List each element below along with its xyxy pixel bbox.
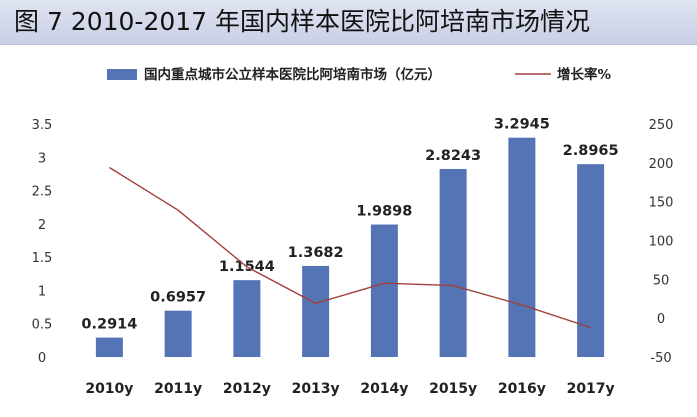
growth-rate-line <box>109 166 591 329</box>
legend-bar-swatch <box>107 69 137 80</box>
bar <box>370 224 398 357</box>
right-axis-tick-label: 250 <box>649 118 674 133</box>
bar-line-chart: 国内重点城市公立样本医院比阿培南市场（亿元） 增长率% 0 0.5 1 1.5 2 2.5 3 3… <box>32 66 674 397</box>
left-axis-tick-label: 0 <box>38 351 46 366</box>
x-axis-tick-label: 2016y <box>498 381 546 397</box>
bar <box>508 137 536 357</box>
right-axis-tick-label: 150 <box>649 196 674 211</box>
x-axis-tick-label: 2010y <box>85 381 133 397</box>
x-axis-tick-label: 2015y <box>429 381 477 397</box>
left-axis-tick-label: 3.5 <box>32 118 53 133</box>
bar-data-label: 0.2914 <box>81 317 137 333</box>
right-axis-tick-label: 100 <box>649 235 674 250</box>
bar <box>95 337 123 357</box>
bar-data-label: 3.2945 <box>494 117 550 133</box>
right-axis-tick-label: -50 <box>650 351 671 366</box>
left-axis-tick-label: 2.5 <box>32 185 53 200</box>
x-axis-tick-label: 2011y <box>154 381 202 397</box>
title-banner: 图 7 2010-2017 年国内样本医院比阿培南市场情况 <box>0 0 697 45</box>
bar <box>302 265 330 357</box>
x-axis-tick-label: 2013y <box>292 381 340 397</box>
legend-bar-label: 国内重点城市公立样本医院比阿培南市场（亿元） <box>144 66 441 83</box>
left-axis-tick-label: 1.5 <box>32 251 53 266</box>
x-axis-tick-label: 2014y <box>360 381 408 397</box>
right-axis-tick-label: 200 <box>649 157 674 172</box>
bar-data-label: 2.8965 <box>563 143 619 159</box>
x-axis-tick-label: 2017y <box>567 381 615 397</box>
left-axis-tick-label: 2 <box>38 218 46 233</box>
bar-data-label: 2.8243 <box>425 148 481 164</box>
left-axis-tick-label: 1 <box>38 284 46 299</box>
right-axis-tick-label: 50 <box>653 273 670 288</box>
left-axis-tick-label: 0.5 <box>32 318 53 333</box>
bar <box>439 168 467 357</box>
chart-area: 国内重点城市公立样本医院比阿培南市场（亿元） 增长率% 0 0.5 1 1.5 2 2.5 3 3… <box>0 44 697 417</box>
bar <box>164 310 192 357</box>
legend-line-label: 增长率% <box>557 66 611 83</box>
bar <box>577 164 605 357</box>
x-axis-tick-label: 2012y <box>223 381 271 397</box>
bar-data-label: 1.3682 <box>288 245 344 261</box>
left-axis-tick-label: 3 <box>38 151 46 166</box>
bar-data-label: 1.9898 <box>356 204 412 220</box>
bar-data-label: 0.6957 <box>150 290 206 306</box>
right-axis-tick-label: 0 <box>657 312 665 327</box>
figure-title: 图 7 2010-2017 年国内样本医院比阿培南市场情况 <box>14 7 591 36</box>
bar <box>233 280 261 357</box>
